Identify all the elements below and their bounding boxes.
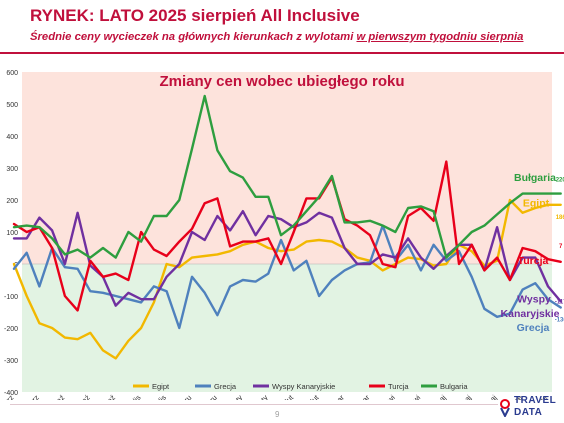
x-tick-label: 06-mar (323, 393, 347, 400)
series-line-grecja (12, 224, 562, 330)
x-tick-label: 14-lis (124, 393, 143, 400)
x-tick-label: 12-cze (502, 393, 524, 400)
series-name-egipt: Egipt (523, 197, 550, 209)
logo-text-data: DATA (514, 407, 543, 418)
legend-label-egipt: Egipt (152, 382, 170, 391)
subtitle-text: Średnie ceny wycieczek na głównych kieru… (30, 31, 357, 43)
x-tick-label: 17-kwi (401, 393, 423, 400)
header-rule (0, 52, 564, 54)
y-tick-label: 300 (6, 166, 18, 173)
end-value-label-bulgaria: 220 (556, 178, 564, 184)
end-value-label-grecja: -136 (555, 318, 564, 324)
subtitle-underlined: w pierwszym tygodniu sierpnia (356, 31, 524, 43)
x-tick-label: 03-paź (44, 393, 67, 400)
end-value-label-egipt: 186 (556, 215, 564, 221)
x-tick-label: 26-cze (527, 393, 549, 400)
positive-zone-band (22, 72, 552, 264)
y-tick-label: 200 (6, 198, 18, 205)
price-change-chart: -400-300-200-100010020030040050060005-wr… (0, 70, 564, 400)
header-title: RYNEK: LATO 2025 sierpień All Inclusive (30, 6, 360, 25)
footer-rule (10, 404, 498, 405)
y-tick-label: -300 (4, 358, 18, 365)
x-tick-label: 19-wrz (19, 393, 41, 400)
series-line-wyspy (12, 209, 562, 307)
x-tick-label: 03-kwi (375, 393, 397, 400)
series-name-wyspy-1: Wyspy (517, 293, 551, 305)
logo-mark-icon (500, 399, 510, 417)
page-number: 9 (275, 410, 280, 419)
series-name-turcja: Turcja (518, 255, 549, 267)
x-tick-label: 09-sty (223, 393, 244, 400)
series-name-bulgaria: Bułgaria (514, 172, 556, 184)
y-tick-label: 600 (6, 70, 18, 77)
x-tick-label: 31-paź (95, 393, 118, 400)
end-value-label-turcja: 7 (559, 244, 563, 250)
travel-data-logo: TRAVEL DATA (498, 395, 562, 423)
y-tick-label: 500 (6, 102, 18, 109)
chart-title: Zmiany cen wobec ubiegłego roku (159, 73, 404, 90)
y-tick-label: 400 (6, 134, 18, 141)
x-tick-label: 15-maj (451, 393, 474, 400)
x-tick-label: 20-lut (301, 392, 321, 400)
x-tick-label: 29-maj (476, 393, 499, 400)
x-tick-label: 01-maj (425, 393, 448, 400)
x-tick-label: 23-sty (249, 393, 270, 400)
negative-zone-band (22, 264, 552, 392)
x-tick-label: 20-mar (348, 393, 372, 400)
header-subtitle: Średnie ceny wycieczek na głównych kieru… (30, 31, 523, 43)
x-tick-label: 06-lut (275, 392, 295, 400)
legend-label-turcja: Turcja (388, 382, 409, 391)
end-value-label-wyspy: -117 (555, 299, 564, 305)
y-tick-label: 100 (6, 230, 18, 237)
y-tick-label: -100 (4, 294, 18, 301)
series-name-wyspy-2: Kanaryjskie (501, 308, 560, 320)
legend-label-wyspy: Wyspy Kanaryjskie (272, 382, 335, 391)
x-tick-label: 12-gru (172, 393, 194, 400)
legend-label-grecja: Grecja (214, 382, 237, 391)
series-line-turcja (12, 160, 562, 312)
x-tick-label: 28-lis (149, 393, 168, 400)
x-tick-label: 17-paź (69, 393, 92, 400)
y-tick-label: -200 (4, 326, 18, 333)
x-tick-label: 26-gru (197, 393, 219, 400)
x-tick-label: 05-wrz (0, 393, 16, 400)
legend-label-bulgaria: Bulgaria (440, 382, 468, 391)
y-tick-label: -400 (4, 390, 18, 397)
series-line-bulgaria (12, 94, 562, 259)
series-name-grecja: Grecja (517, 322, 550, 334)
logo-text-travel: TRAVEL (514, 395, 557, 406)
